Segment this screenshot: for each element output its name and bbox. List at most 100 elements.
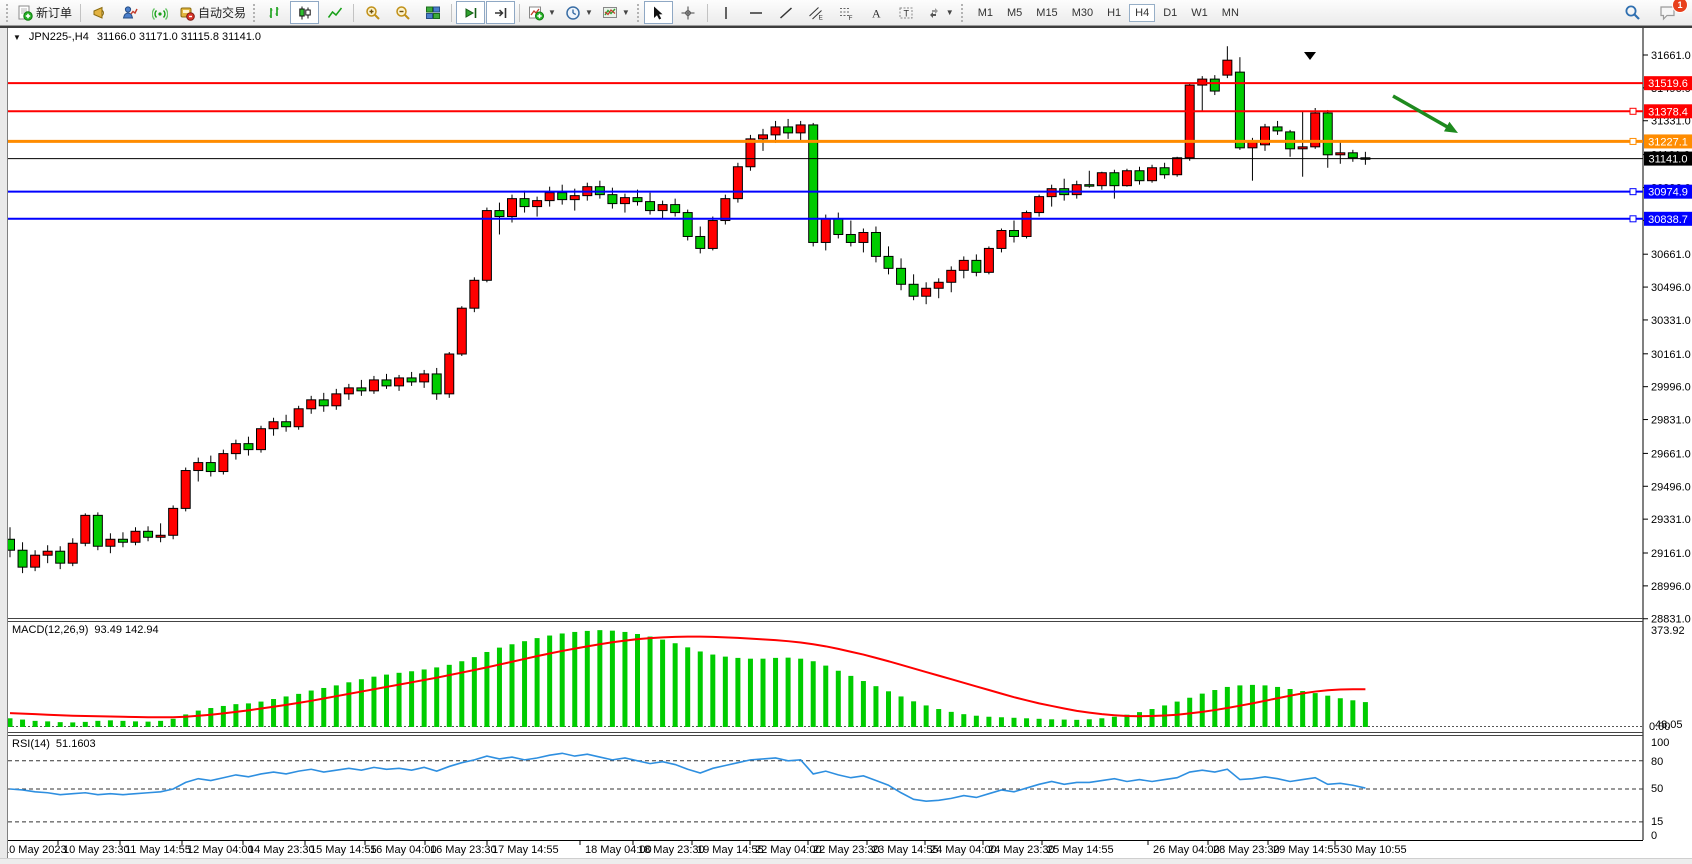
candle-bull [155, 534, 166, 538]
price-tick-label: 29161.0 [1651, 548, 1691, 560]
macd-histogram-bar [45, 721, 51, 727]
accounts-button[interactable] [115, 1, 144, 24]
indicators-dropdown[interactable]: ▼ [524, 1, 560, 24]
crosshair-tool-button[interactable] [674, 1, 703, 24]
trendline-tool[interactable] [772, 1, 801, 24]
toolbar-grip[interactable] [960, 3, 963, 22]
macd-histogram-bar [233, 704, 239, 727]
price-tick-label: 31331.0 [1651, 116, 1691, 128]
chart-header: ▼ JPN225-,H4 31166.0 31171.0 31115.8 311… [13, 31, 261, 43]
signal-button[interactable] [145, 1, 174, 24]
time-tick-label: 12 May 04:00 [187, 844, 254, 856]
candle-bull [657, 204, 668, 212]
fibonacci-tool[interactable]: F [832, 1, 861, 24]
candle-bear [356, 387, 367, 392]
macd-histogram-bar [358, 679, 364, 727]
candle-bear [1159, 167, 1170, 176]
macd-histogram-bar [1061, 719, 1067, 727]
price-chip [1644, 76, 1692, 91]
rsi-name: RSI(14) [12, 738, 50, 750]
tab-timeframe-m15[interactable]: M15 [1036, 6, 1058, 19]
macd-histogram-bar [998, 717, 1004, 727]
text-tool[interactable]: A [862, 1, 891, 24]
chart-line-button[interactable] [320, 1, 349, 24]
time-tick-label: 10 May 2023 [3, 844, 67, 856]
macd-histogram-bar [1199, 693, 1205, 727]
macd-histogram-bar [1275, 686, 1281, 727]
candle-bear [406, 377, 417, 383]
arrows-dropdown[interactable]: ▼ [922, 1, 958, 24]
chart-shift-icon [493, 5, 509, 21]
templates-dropdown[interactable]: ▼ [598, 1, 634, 24]
triangle-marker[interactable] [1304, 52, 1316, 60]
candle-bear [870, 231, 881, 257]
autotrade-button[interactable]: 自动交易 [175, 1, 250, 24]
tile-windows-button[interactable] [418, 1, 447, 24]
text-label-tool[interactable]: T [892, 1, 921, 24]
svg-text:F: F [849, 15, 853, 21]
tab-timeframe-m5[interactable]: M5 [1007, 6, 1023, 19]
price-chip-label: 31378.4 [1648, 106, 1688, 118]
candle-bull [218, 453, 229, 473]
macd-histogram-bar [371, 676, 377, 727]
macd-histogram-bar [1049, 719, 1055, 727]
chart-bars-button[interactable] [260, 1, 289, 24]
vertical-line-tool[interactable] [712, 1, 741, 24]
auto-scroll-button[interactable] [456, 1, 486, 24]
rsi-scale-label: 50 [1651, 783, 1663, 795]
candle-bull [933, 281, 944, 289]
tab-timeframe-m30[interactable]: M30 [1071, 6, 1094, 19]
new-order-button[interactable]: 新订单 [13, 1, 76, 24]
tab-timeframe-m1[interactable]: M1 [977, 6, 993, 19]
time-tick-label: 30 May 10:55 [1340, 844, 1407, 856]
hline-handle[interactable] [1629, 107, 1637, 115]
candle-bear [381, 379, 392, 387]
hline-handle[interactable] [1629, 188, 1637, 196]
symbol-dropdown-icon[interactable]: ▼ [13, 32, 21, 42]
toolbar-grip[interactable] [253, 3, 256, 22]
tab-timeframe-h1[interactable]: H1 [1107, 6, 1122, 19]
tab-timeframe-d1[interactable]: D1 [1163, 6, 1178, 19]
macd-histogram-bar [120, 720, 126, 727]
chart-window-top-border [0, 26, 1692, 28]
horizontal-line-tool[interactable] [742, 1, 771, 24]
candle-bull [1071, 184, 1082, 196]
candle-bull [293, 408, 304, 428]
candle-bull [770, 126, 781, 136]
crosshair-icon [680, 5, 696, 21]
channel-tool[interactable]: E [802, 1, 831, 24]
zoom-out-button[interactable] [388, 1, 417, 24]
chart-candles-button[interactable] [290, 1, 320, 24]
chart-shift-button[interactable] [486, 1, 516, 24]
market-watch-button[interactable] [85, 1, 114, 24]
zoom-in-button[interactable] [358, 1, 387, 24]
macd-histogram-bar [133, 721, 138, 727]
chevron-down-icon: ▼ [548, 8, 556, 17]
toolbar-grip[interactable] [636, 3, 639, 22]
time-tick-label: 18 May 23:30 [638, 844, 705, 856]
candle-bear [117, 538, 128, 543]
macd-histogram-bar [1024, 718, 1030, 727]
annotation-arrow[interactable] [1392, 94, 1454, 132]
hline-handle[interactable] [1629, 215, 1637, 223]
macd-histogram-bar [760, 658, 766, 727]
search-icon [1624, 4, 1641, 21]
hline-handle[interactable] [1629, 137, 1637, 145]
search-button[interactable] [1618, 1, 1647, 24]
candle-bear [1134, 170, 1145, 182]
tab-timeframe-h4[interactable]: H4 [1129, 3, 1156, 22]
annotation-arrowhead[interactable] [1443, 121, 1458, 133]
macd-histogram-bar [1011, 717, 1017, 727]
candle-bull [619, 197, 630, 205]
macd-histogram-bar [1262, 685, 1268, 727]
periods-dropdown[interactable]: ▼ [561, 1, 597, 24]
macd-histogram-bar [32, 720, 38, 727]
toolbar-grip[interactable] [6, 3, 8, 22]
tab-timeframe-mn[interactable]: MN [1221, 6, 1239, 19]
macd-histogram-bar [1212, 690, 1218, 727]
chat-button[interactable]: 1 [1653, 0, 1688, 24]
candle-bull [30, 554, 41, 568]
tab-timeframe-w1[interactable]: W1 [1191, 6, 1208, 19]
cursor-tool-button[interactable] [643, 1, 673, 24]
